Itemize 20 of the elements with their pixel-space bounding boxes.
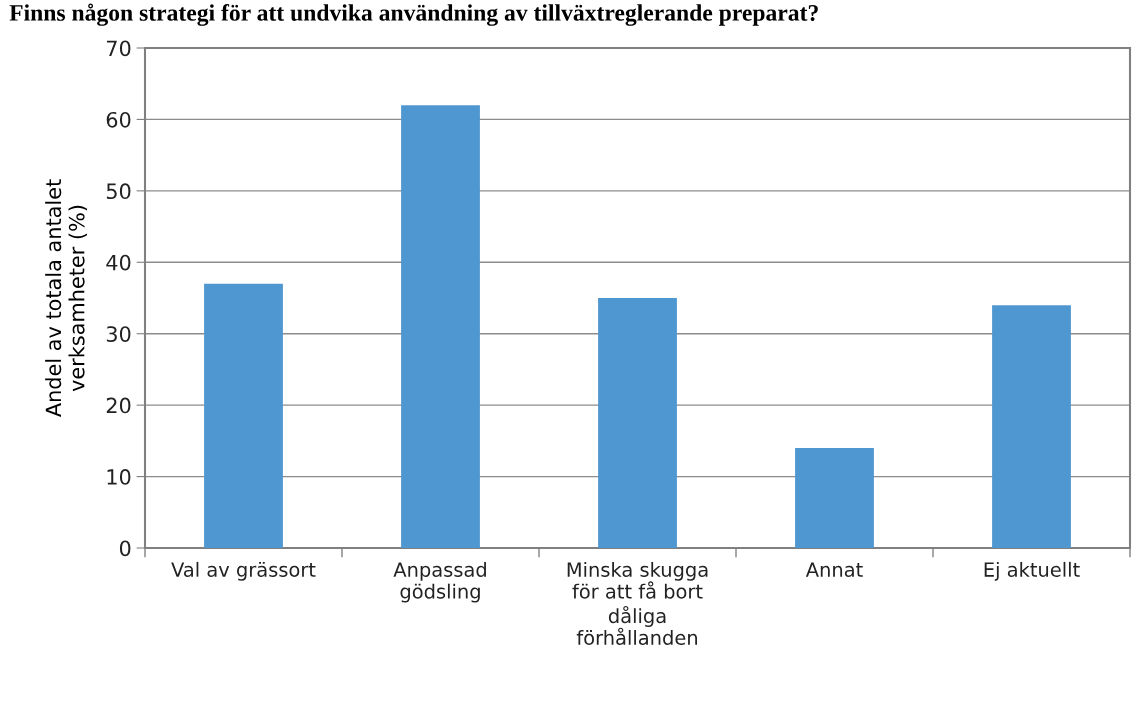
y-axis-title: Andel av totala antalet verksamheter (%) [45, 179, 88, 417]
y-tick-label: 40 [106, 254, 131, 271]
x-tick-label: Val av grässort [171, 561, 316, 581]
bar [598, 298, 677, 548]
x-tick-label: Anpassad gödsling [393, 561, 486, 603]
bar [795, 448, 874, 548]
bar [401, 105, 480, 548]
bar [992, 305, 1071, 548]
y-tick-label: 70 [107, 40, 131, 57]
y-tick-label: 10 [107, 469, 131, 485]
y-tick-label: 60 [106, 111, 131, 128]
y-tick-label: 20 [106, 397, 131, 414]
chart-title: Finns någon strategi för att undvika användning av tillväxtreglerande preparat? [9, 3, 818, 26]
bar [204, 283, 283, 548]
y-tick-label: 30 [106, 326, 131, 342]
y-tick-label: 50 [106, 183, 131, 200]
x-tick-label: Minska skugga för att få bort dåliga förhållanden [567, 561, 708, 646]
x-tick-label: Ej aktuellt [984, 561, 1080, 581]
y-tick-label: 0 [119, 540, 131, 557]
x-tick-label: Annat [805, 562, 863, 577]
